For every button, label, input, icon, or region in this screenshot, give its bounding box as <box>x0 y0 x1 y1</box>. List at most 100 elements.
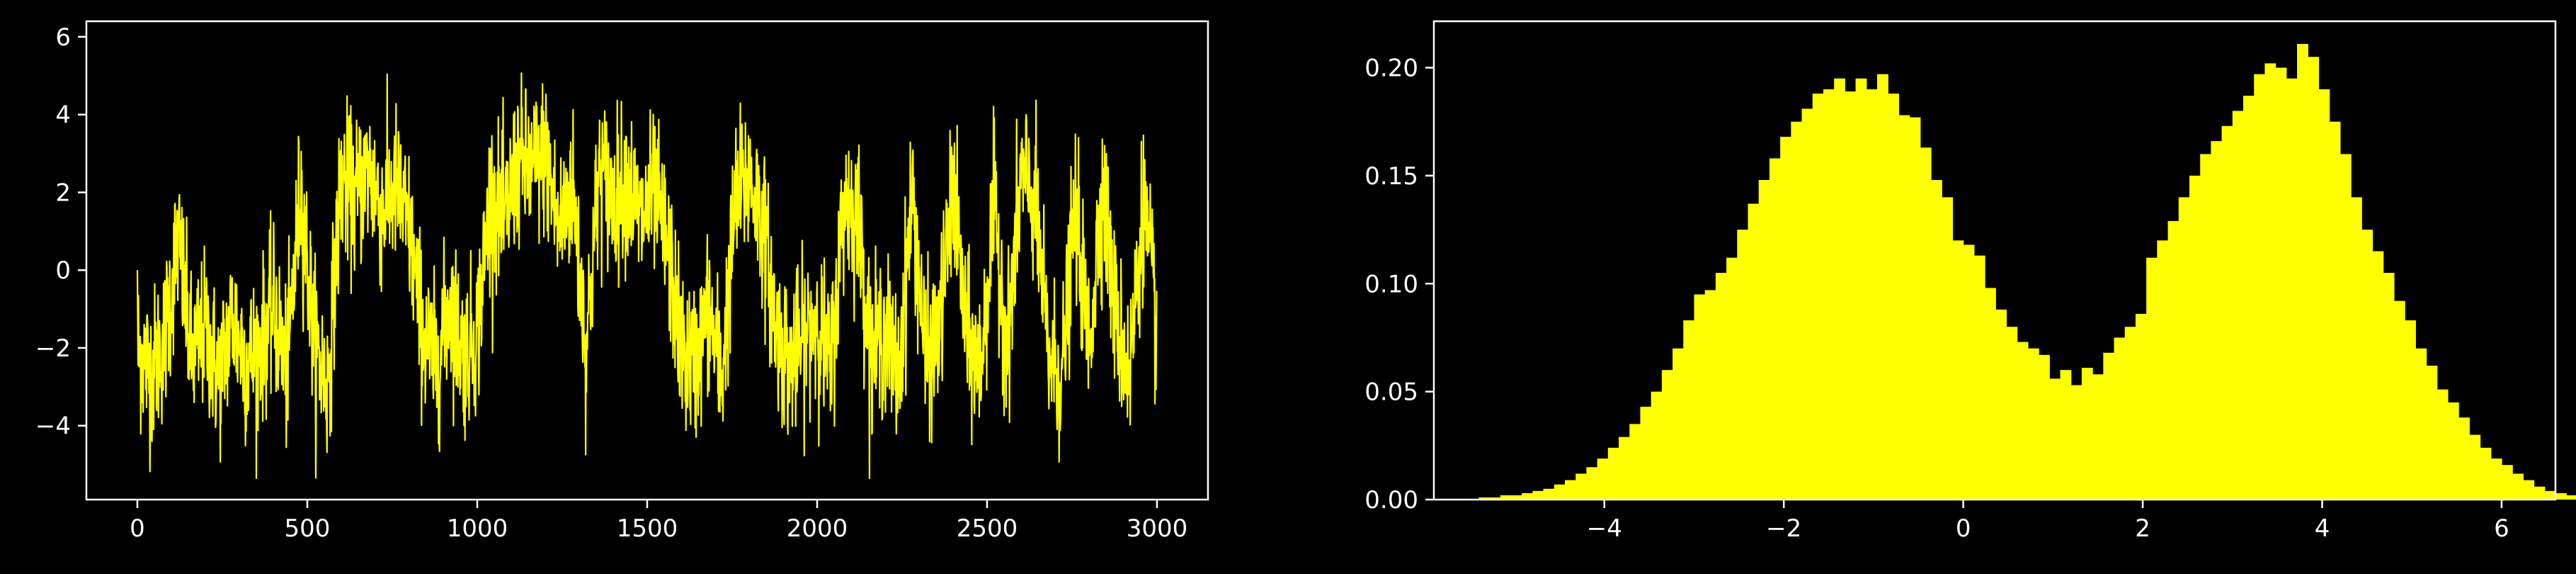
histogram-bar <box>2103 352 2115 500</box>
histogram-bar <box>2017 342 2029 500</box>
histogram-plot-area <box>1478 44 2576 500</box>
histogram-bar <box>2512 473 2524 500</box>
histogram-bar <box>1845 91 1857 500</box>
trace-x-tick-label: 2000 <box>787 514 848 543</box>
histogram-bar <box>2437 389 2449 500</box>
histogram-bar <box>1898 115 1910 500</box>
histogram-bar <box>1995 309 2007 500</box>
trace-chart: 0 500 1000 1500 2000 2500 3000 −4 −2 0 2 4 6 <box>35 20 1209 543</box>
histogram-bar <box>2167 220 2179 500</box>
histogram-bar <box>2092 374 2104 500</box>
histogram-bar <box>2501 465 2513 500</box>
histogram-bar <box>1952 240 1964 500</box>
histogram-bar <box>2340 154 2352 500</box>
trace-x-tick-label: 1500 <box>617 514 678 543</box>
trace-y-tick-label: 2 <box>55 179 71 207</box>
histogram-bar <box>1607 447 1619 500</box>
histogram-bar <box>1715 273 1727 500</box>
histogram-bar <box>2275 67 2287 500</box>
histogram-bar <box>1683 320 1695 500</box>
histogram-x-axis: −4 −2 0 2 4 6 <box>1587 500 2509 543</box>
histogram-bar <box>1920 147 1932 500</box>
histogram-bar <box>1704 290 1716 500</box>
histogram-bar <box>1769 158 1781 500</box>
histogram-bar <box>1532 490 1544 500</box>
histogram-bar <box>1575 473 1588 500</box>
histogram-bar <box>1554 484 1566 500</box>
histogram-bar <box>2232 111 2244 500</box>
histogram-bar <box>2081 368 2093 500</box>
histogram-bar <box>1489 497 1501 500</box>
histogram-bar <box>2351 197 2362 500</box>
histogram-bar <box>2544 490 2556 500</box>
histogram-bar <box>2286 78 2298 500</box>
histogram-bar <box>2157 240 2169 500</box>
histogram-bar <box>1866 89 1878 500</box>
histogram-bar <box>2383 273 2395 500</box>
histogram-bar <box>2070 385 2082 500</box>
histogram-x-tick-label: −2 <box>1766 514 1801 543</box>
trace-series-line <box>136 72 1158 479</box>
histogram-bar <box>2329 121 2341 500</box>
histogram-bar <box>1597 458 1609 500</box>
histogram-bar <box>1801 108 1813 500</box>
histogram-bar <box>1619 437 1630 500</box>
histogram-bar <box>1748 203 1760 500</box>
histogram-bar <box>2458 417 2470 500</box>
histogram-bar <box>2146 257 2158 500</box>
histogram-bar <box>2221 125 2233 500</box>
histogram-bar <box>1834 78 1845 500</box>
histogram-y-axis: 0.00 0.05 0.10 0.15 0.20 <box>1364 55 1434 514</box>
histogram-bar <box>1522 493 1533 500</box>
histogram-y-tick-label: 0.10 <box>1364 270 1418 298</box>
trace-y-tick-label: 4 <box>55 101 71 130</box>
histogram-bar <box>2480 447 2492 500</box>
histogram-bar <box>2264 63 2276 500</box>
histogram-bar <box>1543 488 1555 500</box>
histogram-bar <box>1963 244 1975 500</box>
histogram-bar <box>2039 354 2050 500</box>
histogram-bar <box>1780 137 1791 500</box>
histogram-bar <box>2211 141 2223 500</box>
histogram-bar <box>1758 179 1770 500</box>
histogram-bar <box>1812 94 1824 500</box>
histogram-bar <box>2027 348 2039 500</box>
histogram-bar <box>2534 486 2546 500</box>
histogram-bar <box>1855 78 1867 500</box>
histogram-bar <box>2415 348 2427 500</box>
histogram-bar <box>2555 493 2567 500</box>
histogram-bar <box>2372 251 2384 500</box>
trace-x-axis: 0 500 1000 1500 2000 2500 3000 <box>130 500 1187 543</box>
histogram-bar <box>2135 313 2147 500</box>
histogram-bar <box>2361 230 2373 500</box>
histogram-bar <box>1586 467 1598 500</box>
trace-y-axis: −4 −2 0 2 4 6 <box>35 23 86 441</box>
histogram-x-tick-label: 4 <box>2315 514 2330 543</box>
histogram-bar <box>2200 154 2211 500</box>
trace-x-tick-label: 500 <box>285 514 331 543</box>
trace-plot-area <box>136 72 1158 479</box>
histogram-bar <box>1877 74 1888 500</box>
histogram-y-tick-label: 0.20 <box>1364 55 1418 83</box>
histogram-bar <box>1500 495 1512 500</box>
trace-x-tick-label: 0 <box>130 514 145 543</box>
histogram-x-tick-label: −4 <box>1587 514 1622 543</box>
histogram-bar <box>2006 327 2018 500</box>
histogram-bar <box>1942 197 1954 500</box>
histogram-bar <box>2566 495 2576 500</box>
histogram-bar <box>2124 327 2136 500</box>
histogram-bar <box>1651 391 1663 500</box>
histogram-plot-frame <box>1432 20 2557 501</box>
histogram-bar <box>1973 255 1985 500</box>
histogram-bar <box>1565 480 1576 500</box>
histogram-bar <box>2393 300 2405 500</box>
trace-y-tick-label: 6 <box>55 23 71 52</box>
histogram-bar <box>2060 370 2072 500</box>
histogram-bar <box>2254 74 2266 500</box>
trace-x-tick-label: 3000 <box>1127 514 1188 543</box>
histogram-bar <box>1510 495 1522 500</box>
histogram-bar <box>1694 294 1706 500</box>
histogram-bar <box>2297 44 2308 500</box>
histogram-bar <box>1640 406 1652 500</box>
